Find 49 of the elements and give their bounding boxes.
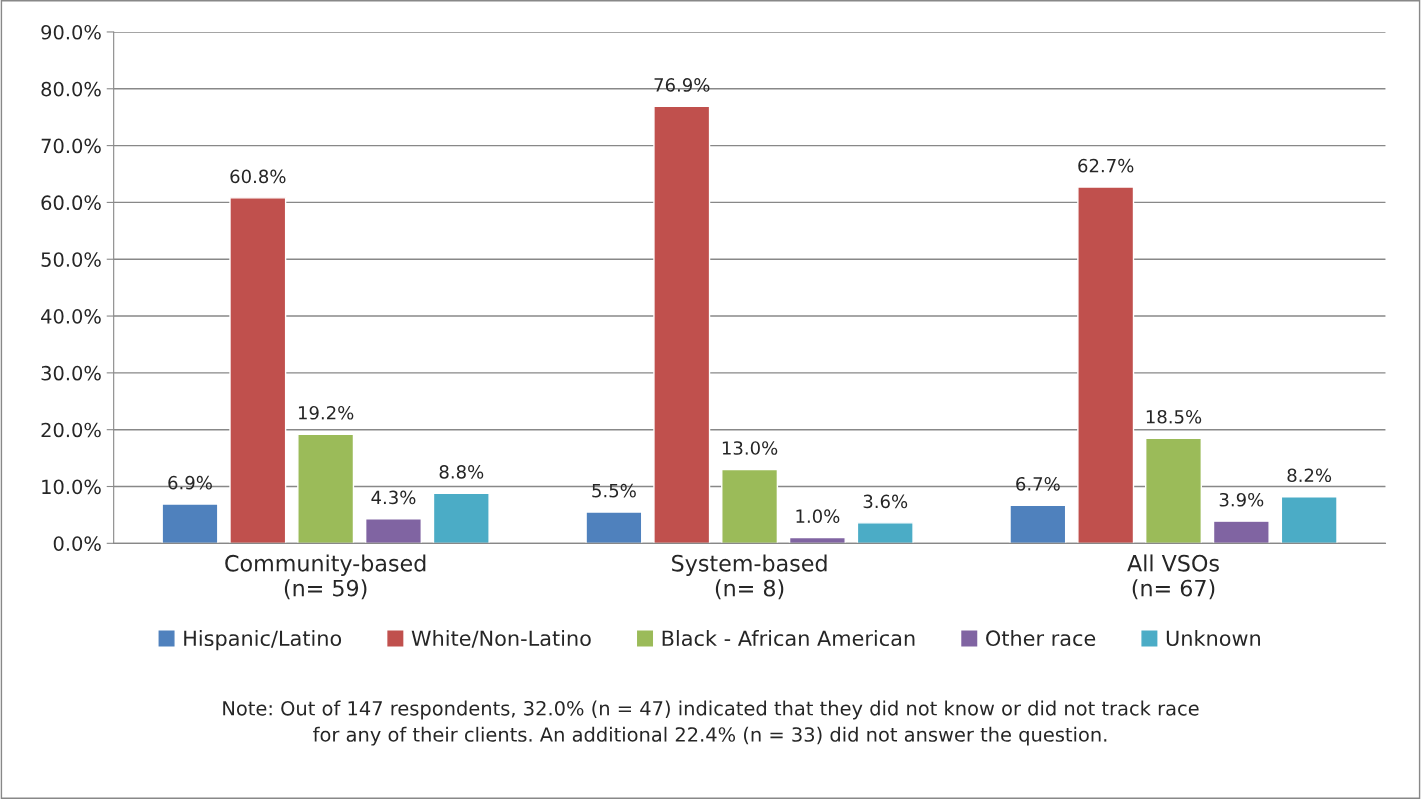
bar: [229, 197, 287, 544]
x-tick-label: All VSOs (n= 67): [1127, 554, 1219, 600]
bar: [364, 518, 422, 544]
legend-label: White/Non-Latino: [411, 629, 591, 648]
bar: [856, 522, 914, 544]
bar: [297, 433, 355, 544]
data-label: 3.9%: [1219, 492, 1264, 507]
text: Note: Out of 147 respondents, 32.0% (n = 47) indicated that they did not know or did not track race for any of their clients. An additional 22.4% (n = 33) did not answer the question.: [223, 700, 1199, 746]
data-label: 6.7%: [1016, 476, 1060, 491]
data-label: 62.7%: [1078, 158, 1134, 173]
y-tick-label: 20.0%: [41, 422, 101, 438]
data-label: 8.8%: [439, 465, 484, 479]
bar: [585, 511, 643, 544]
bar: [1212, 520, 1270, 544]
data-label: 5.5%: [592, 483, 636, 498]
bar: [1145, 437, 1203, 544]
data-label: 6.9%: [168, 475, 212, 490]
data-label: 4.3%: [371, 490, 416, 505]
legend-label: Black - African American: [662, 629, 915, 647]
data-label: 60.8%: [230, 169, 286, 184]
bar: [161, 503, 219, 544]
y-tick-label: 80.0%: [41, 81, 101, 97]
bar: [1077, 186, 1135, 544]
legend-label: Hispanic/Latino: [184, 629, 342, 651]
data-label: 18.5%: [1146, 409, 1202, 424]
y-tick-label: 50.0%: [41, 252, 101, 267]
y-tick-label: 10.0%: [42, 479, 101, 495]
data-label: 76.9%: [654, 78, 710, 92]
bar: [721, 468, 779, 544]
legend-label: Unknown: [1166, 629, 1260, 647]
y-tick-label: 60.0%: [41, 195, 101, 211]
x-tick-label: Community-based (n= 59): [225, 554, 426, 600]
data-label: 3.6%: [863, 494, 908, 509]
x-tick-label: System-based (n= 8): [672, 554, 827, 600]
legend-label: Other race: [986, 629, 1096, 647]
y-tick-label: 90.0%: [41, 24, 101, 40]
bar: [432, 492, 490, 544]
data-label: 13.0%: [722, 441, 778, 455]
y-tick-label: 0.0%: [53, 536, 101, 551]
bar: [653, 105, 711, 544]
y-tick-label: 70.0%: [41, 138, 101, 154]
data-label: 1.0%: [796, 509, 840, 524]
data-label: 19.2%: [298, 405, 354, 420]
y-tick-label: 30.0%: [41, 365, 101, 381]
data-label: 8.2%: [1287, 468, 1332, 483]
y-tick-label: 40.0%: [41, 309, 101, 324]
bar: [788, 536, 846, 544]
bar: [1280, 496, 1338, 544]
bar: [1009, 504, 1067, 544]
